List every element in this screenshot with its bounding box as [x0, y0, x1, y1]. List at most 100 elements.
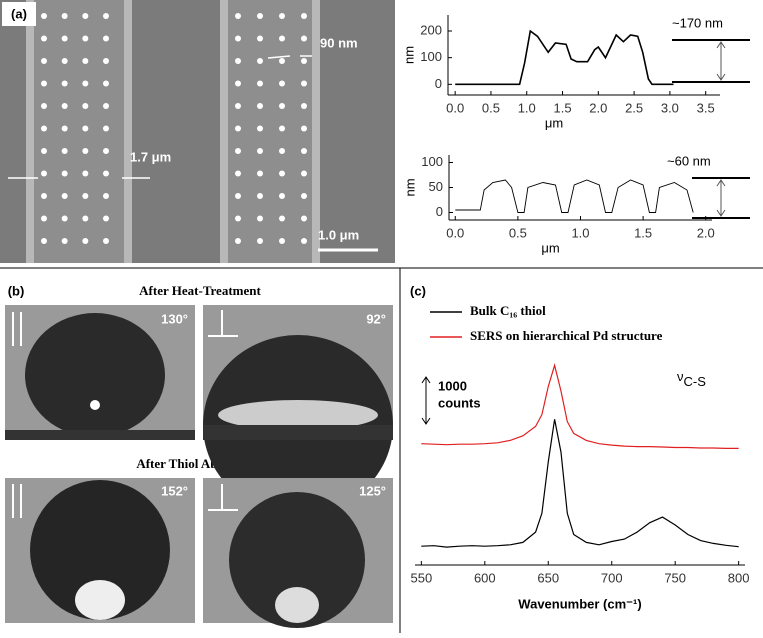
- data-line: [455, 179, 694, 213]
- data-line: [421, 419, 739, 548]
- y-tick-label: 100: [421, 154, 443, 169]
- pore: [103, 193, 109, 199]
- pore: [235, 215, 241, 222]
- pore: [41, 103, 47, 109]
- pore: [41, 148, 47, 154]
- pore: [61, 103, 68, 109]
- pore: [301, 148, 307, 154]
- x-tick-label: 1.0: [571, 225, 589, 240]
- pore: [41, 13, 47, 19]
- pore: [82, 170, 89, 177]
- pore: [103, 58, 109, 64]
- x-tick-label: 0.0: [446, 100, 464, 115]
- y-tick-label: 0: [435, 76, 442, 91]
- pore: [257, 238, 263, 244]
- pore: [279, 35, 285, 42]
- x-tick-label: 2.0: [589, 100, 607, 115]
- pore: [279, 215, 285, 222]
- x-tick-label: 0.5: [482, 100, 500, 115]
- pore: [279, 148, 285, 154]
- pore: [279, 125, 285, 132]
- pore: [61, 58, 68, 64]
- pore: [103, 80, 109, 87]
- pore: [301, 125, 307, 132]
- pore: [257, 170, 263, 177]
- pore: [103, 148, 109, 154]
- peak-label: νC-S: [677, 369, 706, 389]
- x-tick-label: 0.5: [509, 225, 527, 240]
- pore: [61, 238, 68, 244]
- width-label: 1.7 μm: [130, 149, 171, 164]
- pore: [279, 170, 285, 177]
- x-axis-label: μm: [541, 240, 559, 255]
- x-axis-label: μm: [545, 115, 563, 130]
- heading: After Heat-Treatment: [139, 283, 261, 298]
- pore: [235, 58, 241, 64]
- pore: [82, 13, 89, 19]
- y-tick-label: 0: [436, 204, 443, 219]
- pore: [301, 238, 307, 244]
- pore: [235, 13, 241, 19]
- y-tick-label: 200: [420, 22, 442, 37]
- pore: [61, 35, 68, 42]
- x-tick-label: 750: [664, 570, 686, 585]
- pore: [235, 35, 241, 42]
- pore: [257, 125, 263, 132]
- pore: [235, 125, 241, 132]
- panel-label: (b): [8, 283, 25, 298]
- pore: [82, 148, 89, 154]
- x-tick-label: 3.5: [697, 100, 715, 115]
- pore: [103, 13, 109, 19]
- pore: [235, 148, 241, 154]
- pore: [103, 125, 109, 132]
- scale-value: 1000: [438, 378, 467, 393]
- sem-image: [0, 0, 395, 263]
- pore: [279, 103, 285, 109]
- data-line: [455, 29, 674, 86]
- pore: [41, 125, 47, 132]
- pore: [82, 35, 89, 42]
- pore: [103, 103, 109, 109]
- y-tick-label: 100: [420, 49, 442, 64]
- panel-label: (a): [11, 6, 27, 21]
- x-tick-label: 600: [474, 570, 496, 585]
- pore: [103, 35, 109, 42]
- pore: [257, 103, 263, 109]
- pore: [257, 35, 263, 42]
- pore: [82, 193, 89, 199]
- pore: [103, 215, 109, 222]
- pore: [279, 238, 285, 244]
- y-axis-label: nm: [401, 46, 416, 64]
- pore: [279, 193, 285, 199]
- pore: [61, 193, 68, 199]
- peak-subscript: C-S: [684, 374, 707, 389]
- pore: [301, 103, 307, 109]
- pore: [41, 238, 47, 244]
- pore: [61, 125, 68, 132]
- pore: [279, 13, 285, 19]
- pore: [257, 193, 263, 199]
- pore: [301, 215, 307, 222]
- pore: [301, 13, 307, 19]
- panel-label: (c): [410, 283, 426, 298]
- contact-angle: 130°: [161, 311, 188, 326]
- pore: [301, 80, 307, 87]
- pore: [301, 170, 307, 177]
- pore: [61, 80, 68, 87]
- pore: [82, 103, 89, 109]
- pore: [41, 215, 47, 222]
- annotation: ~170 nm: [672, 15, 723, 30]
- scale-label: 1.0 μm: [318, 227, 359, 242]
- contact-angle: 92°: [366, 311, 386, 326]
- legend-label: Bulk C₁₆ thiol: [470, 303, 546, 318]
- pore: [82, 215, 89, 222]
- x-tick-label: 550: [410, 570, 432, 585]
- y-tick-label: 50: [429, 179, 443, 194]
- pore: [41, 193, 47, 199]
- y-axis-label: nm: [402, 178, 417, 196]
- pore: [257, 148, 263, 154]
- data-line: [421, 363, 739, 449]
- x-tick-label: 800: [728, 570, 750, 585]
- contact-angle: 152°: [161, 483, 188, 498]
- pore: [61, 215, 68, 222]
